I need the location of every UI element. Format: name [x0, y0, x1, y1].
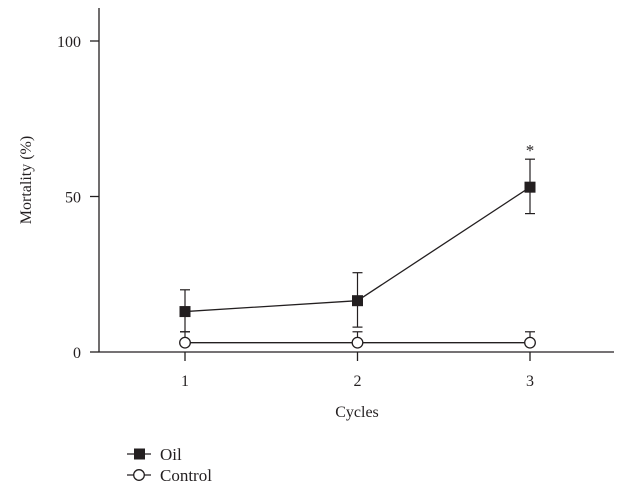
legend-label: Control [160, 466, 212, 485]
data-point-oil [352, 295, 363, 307]
series-control [179, 331, 536, 349]
legend: Oil Control [127, 445, 212, 485]
legend-item-oil: Oil [127, 445, 182, 464]
legend-label: Oil [160, 445, 182, 464]
legend-marker-circle [133, 469, 145, 481]
y-axis-title: Mortality (%) [18, 136, 35, 224]
series-oil [179, 158, 536, 333]
data-point-oil [179, 306, 191, 318]
y-ticks: 0 50 100 [57, 34, 99, 362]
significance-marker: * [526, 141, 535, 160]
x-tick-label: 1 [181, 373, 189, 390]
data-point-control [351, 336, 364, 349]
x-tick-label: 3 [526, 373, 534, 390]
y-tick-label: 50 [65, 190, 81, 207]
x-axis-title: Cycles [335, 404, 379, 421]
plot-area: * [179, 141, 536, 349]
legend-marker-square [134, 448, 145, 460]
y-tick-label: 0 [73, 345, 81, 362]
data-point-control [179, 336, 191, 349]
data-point-control [524, 336, 536, 349]
legend-item-control: Control [127, 466, 212, 485]
y-tick-label: 100 [57, 34, 81, 51]
data-point-oil [524, 181, 536, 193]
x-ticks: 1 2 3 [181, 352, 534, 390]
x-tick-label: 2 [354, 373, 362, 390]
